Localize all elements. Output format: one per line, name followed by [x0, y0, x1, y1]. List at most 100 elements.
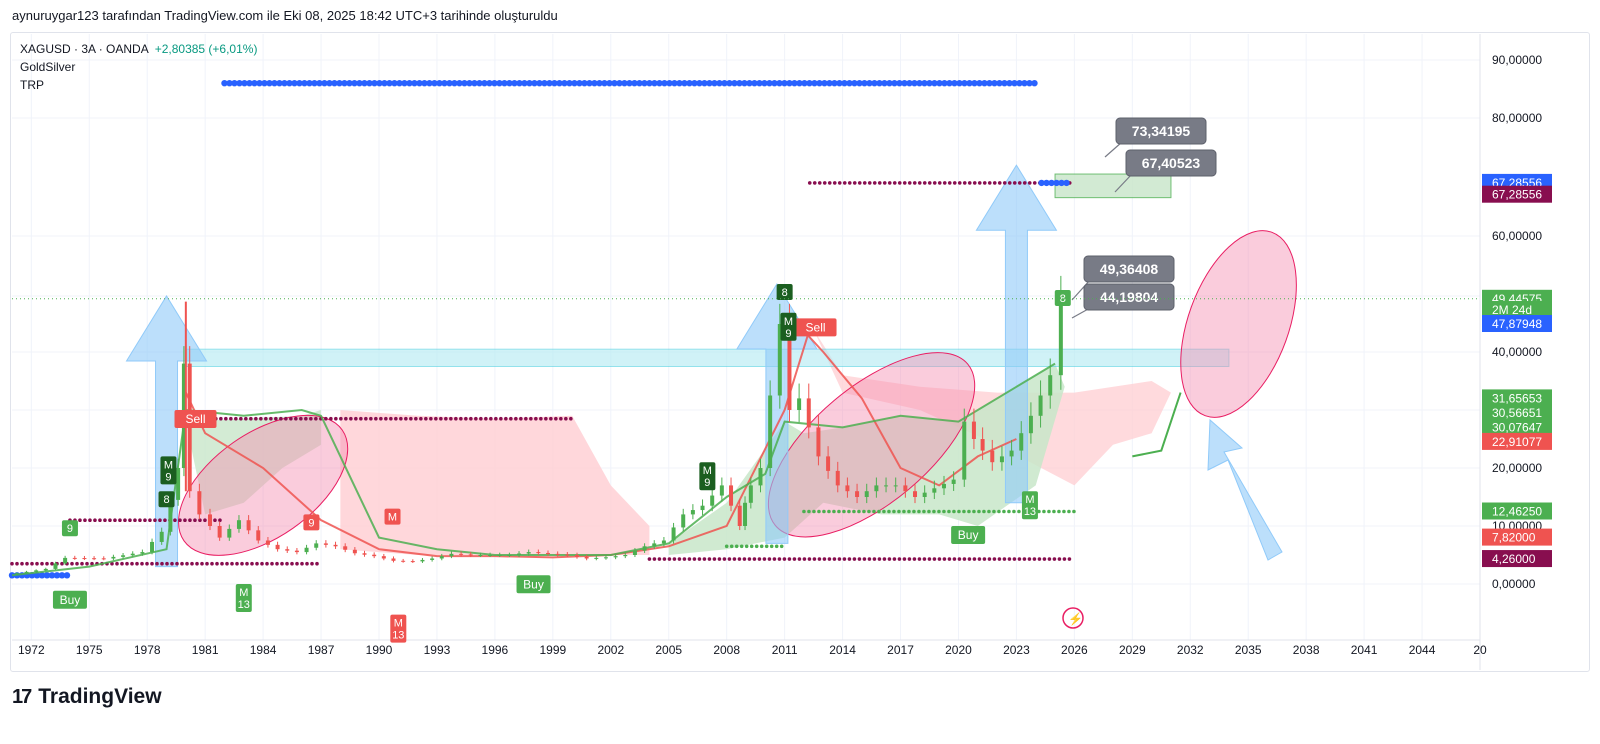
green-level-dot [857, 509, 861, 514]
green-level-dot [827, 509, 831, 514]
maroon-level-dot [822, 181, 827, 185]
y-tick-label: 80,00000 [1492, 111, 1542, 125]
blue-level-dot [471, 80, 478, 87]
maroon-level-dot [183, 518, 187, 522]
maroon-level-dot [529, 416, 533, 421]
x-tick-label: 1981 [192, 643, 219, 657]
blue-level-dot [366, 80, 373, 87]
flash-icon [1062, 607, 1084, 629]
maroon-level-dot [334, 416, 338, 421]
green-level-dot [837, 509, 841, 514]
y-tick-label: 90,00000 [1492, 53, 1542, 67]
blue-level-dot [736, 80, 743, 87]
published-line: aynuruygar123 tarafından TradingView.com… [12, 8, 558, 23]
blue-level-dot [641, 80, 648, 87]
maroon-level-dot [957, 557, 962, 561]
green-level-dot [887, 509, 891, 514]
blue-level-dot [221, 80, 228, 87]
maroon-level-dot [812, 557, 817, 561]
maroon-level-dot [1057, 557, 1062, 561]
maroon-level-dot [103, 518, 107, 522]
blue-level-dot [371, 80, 378, 87]
green-level-dot [957, 509, 961, 514]
blue-level-dot [411, 80, 418, 87]
x-tick-label: 1990 [366, 643, 393, 657]
candle-body [362, 553, 367, 555]
blue-level-dot [1016, 80, 1023, 87]
maroon-level-dot [98, 518, 102, 522]
maroon-level-dot [1047, 557, 1052, 561]
maroon-level-dot [827, 557, 832, 561]
maroon-level-dot [569, 416, 573, 421]
blue-level-dot [886, 80, 893, 87]
count-text: 8 [782, 287, 788, 299]
maroon-level-dot [254, 416, 258, 421]
candle-body [971, 421, 976, 439]
maroon-level-dot [454, 416, 458, 421]
tradingview-brand[interactable]: 17 TradingView [12, 685, 162, 709]
blue-level-dot [971, 80, 978, 87]
price-scale-text: 7,82000 [1492, 531, 1536, 545]
x-tick-label: 1984 [250, 643, 277, 657]
green-level-dot [807, 509, 811, 514]
x-tick-label: 1972 [18, 643, 45, 657]
maroon-level-dot [544, 416, 548, 421]
maroon-level-dot [952, 557, 957, 561]
maroon-level-dot [524, 416, 528, 421]
blue-level-dot [981, 80, 988, 87]
blue-level-dot [606, 80, 613, 87]
maroon-level-dot [917, 557, 922, 561]
maroon-level-dot [128, 518, 132, 522]
maroon-level-dot [967, 557, 972, 561]
blue-level-dot [731, 80, 738, 87]
blue-level-dot [501, 80, 508, 87]
count-label: M13 [235, 584, 252, 612]
maroon-level-dot [160, 561, 164, 566]
blue-level-dot [966, 80, 973, 87]
blue-level-dot [681, 80, 688, 87]
maroon-level-dot [717, 557, 722, 561]
blue-level-dot [1011, 80, 1018, 87]
indicator-label-trp[interactable]: TRP [20, 78, 44, 92]
candle-body [922, 492, 927, 497]
blue-level-dot [621, 80, 628, 87]
green-level-dot [902, 509, 906, 514]
symbol-label[interactable]: XAGUSD · 3A · OANDA [20, 42, 149, 56]
candle-body [488, 555, 493, 556]
count-badge [1054, 290, 1071, 306]
maroon-level-dot [852, 557, 857, 561]
indicator-label-goldsilver[interactable]: GoldSilver [20, 60, 76, 74]
green-level-dot [1002, 509, 1006, 514]
blue-level-dot [801, 80, 808, 87]
maroon-level-dot [862, 181, 867, 185]
candle-body [661, 540, 666, 544]
candle-body [265, 540, 270, 545]
blue-level-dot [786, 80, 793, 87]
x-tick-label: 2041 [1351, 643, 1378, 657]
candle-body [729, 485, 734, 506]
maroon-level-dot [108, 518, 112, 522]
maroon-level-dot [817, 557, 822, 561]
maroon-level-dot [163, 518, 167, 522]
maroon-level-dot [414, 416, 418, 421]
maroon-level-dot [842, 181, 847, 185]
blue-level-dot [346, 80, 353, 87]
maroon-level-dot [1052, 557, 1057, 561]
maroon-level-dot [364, 416, 368, 421]
green-level-dot [744, 544, 749, 549]
maroon-level-dot [123, 518, 127, 522]
maroon-level-dot [942, 557, 947, 561]
maroon-level-dot [987, 181, 992, 185]
maroon-level-dot [822, 557, 827, 561]
blue-level-dot [416, 80, 423, 87]
maroon-level-dot [762, 557, 767, 561]
maroon-level-dot [977, 181, 982, 185]
maroon-level-dot [867, 557, 872, 561]
maroon-level-dot [178, 518, 182, 522]
candle-body [478, 555, 483, 556]
candle-body [275, 544, 280, 550]
candle-body [72, 557, 77, 559]
maroon-level-dot [150, 561, 154, 566]
green-level-dot [882, 509, 886, 514]
